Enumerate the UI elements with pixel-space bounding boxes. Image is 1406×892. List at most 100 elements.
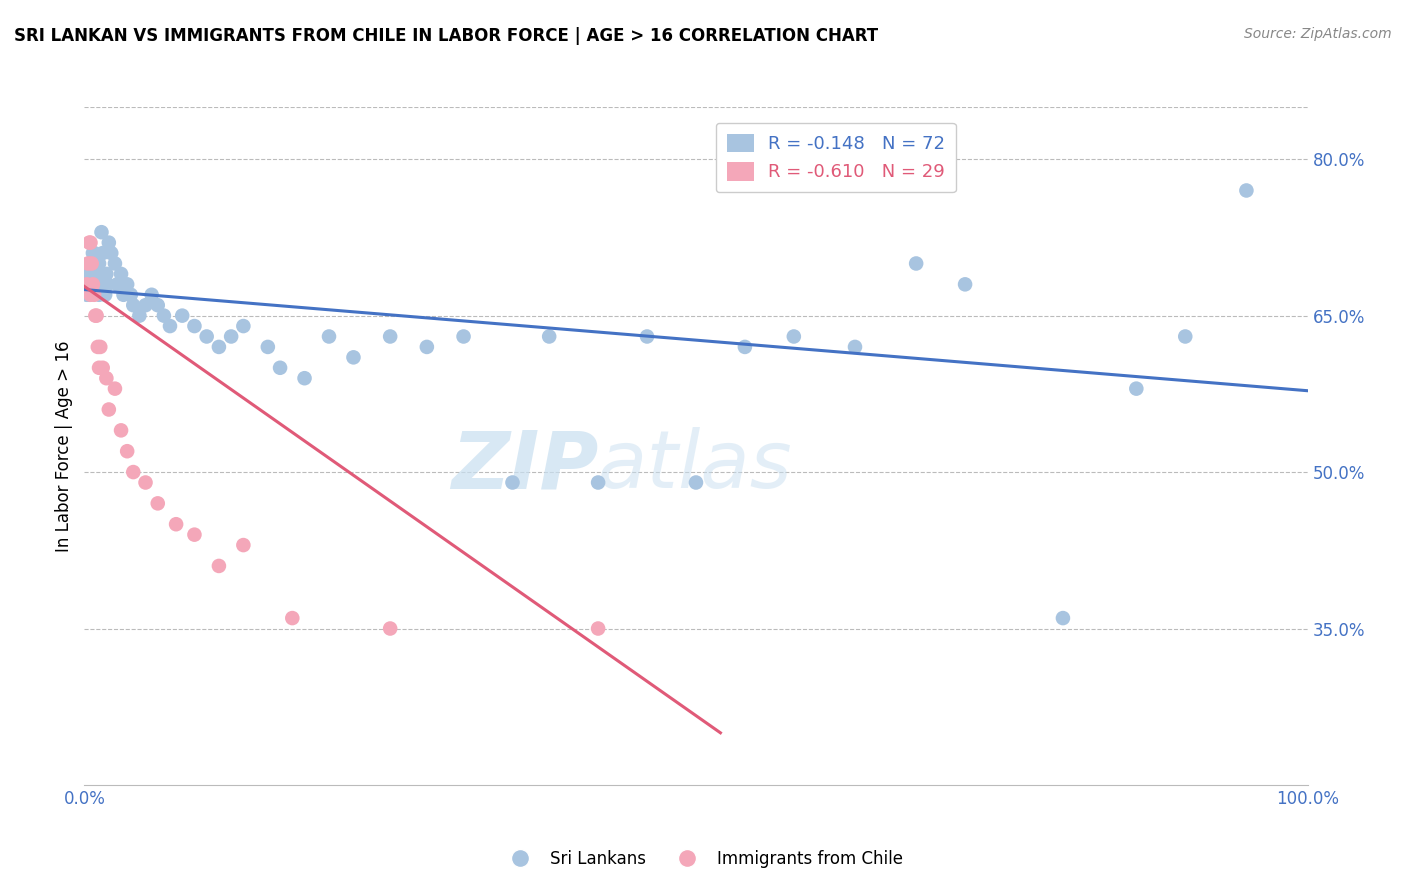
Point [146,496,169,510]
Point [84,256,107,270]
Point [79,267,101,281]
Point [89,277,111,292]
Point [538,329,561,343]
Point [100,246,122,260]
Y-axis label: In Labor Force | Age > 16: In Labor Force | Age > 16 [55,340,73,552]
Point [90,225,112,239]
Legend: R = -0.148   N = 72, R = -0.610   N = 29: R = -0.148 N = 72, R = -0.610 N = 29 [716,123,956,193]
Point [97,235,120,250]
Point [195,329,218,343]
Point [183,319,205,334]
Point [208,558,231,573]
Point [104,382,127,396]
Point [91,246,114,260]
Point [97,277,120,292]
Point [86,256,108,270]
Point [82,277,104,292]
Point [734,340,756,354]
Point [232,319,254,334]
Point [380,329,402,343]
Text: atlas: atlas [598,427,793,506]
Point [77,287,100,301]
Point [87,360,110,375]
Point [172,309,194,323]
Point [183,527,205,541]
Point [232,538,254,552]
Point [905,256,928,270]
Point [135,475,157,490]
Point [76,287,98,301]
Point [79,235,101,250]
Text: ZIP: ZIP [451,427,598,506]
Point [84,309,107,323]
Point [146,298,169,312]
Point [135,298,157,312]
Point [953,277,976,292]
Point [141,287,163,301]
Point [96,371,118,385]
Legend: Sri Lankans, Immigrants from Chile: Sri Lankans, Immigrants from Chile [496,844,910,875]
Point [76,277,98,292]
Point [79,287,101,301]
Point [93,277,115,292]
Point [91,360,114,375]
Point [159,319,181,334]
Point [80,277,103,292]
Point [83,287,105,301]
Point [110,423,132,437]
Point [783,329,806,343]
Point [165,517,187,532]
Point [82,267,104,281]
Point [97,402,120,417]
Point [87,277,110,292]
Point [1125,382,1147,396]
Point [87,287,110,301]
Point [208,340,231,354]
Point [77,267,100,281]
Point [91,267,114,281]
Point [269,360,291,375]
Point [94,287,117,301]
Point [82,246,104,260]
Point [84,267,107,281]
Point [1236,184,1258,198]
Point [77,277,100,292]
Point [86,277,108,292]
Point [502,475,524,490]
Point [115,277,138,292]
Text: Source: ZipAtlas.com: Source: ZipAtlas.com [1244,27,1392,41]
Point [380,622,402,636]
Point [79,256,101,270]
Point [77,235,100,250]
Point [80,256,103,270]
Point [104,256,127,270]
Point [87,340,110,354]
Point [1052,611,1074,625]
Point [219,329,242,343]
Point [294,371,316,385]
Point [87,256,110,270]
Point [844,340,866,354]
Point [636,329,658,343]
Point [115,444,138,458]
Point [83,246,105,260]
Point [105,277,128,292]
Point [685,475,707,490]
Point [77,256,100,270]
Point [1174,329,1197,343]
Point [342,351,364,365]
Point [318,329,340,343]
Point [122,298,145,312]
Point [80,256,103,270]
Point [153,309,176,323]
Point [89,340,111,354]
Point [79,277,101,292]
Point [128,309,150,323]
Point [110,267,132,281]
Point [453,329,475,343]
Point [257,340,280,354]
Point [112,287,135,301]
Point [86,309,108,323]
Point [120,287,142,301]
Point [96,267,118,281]
